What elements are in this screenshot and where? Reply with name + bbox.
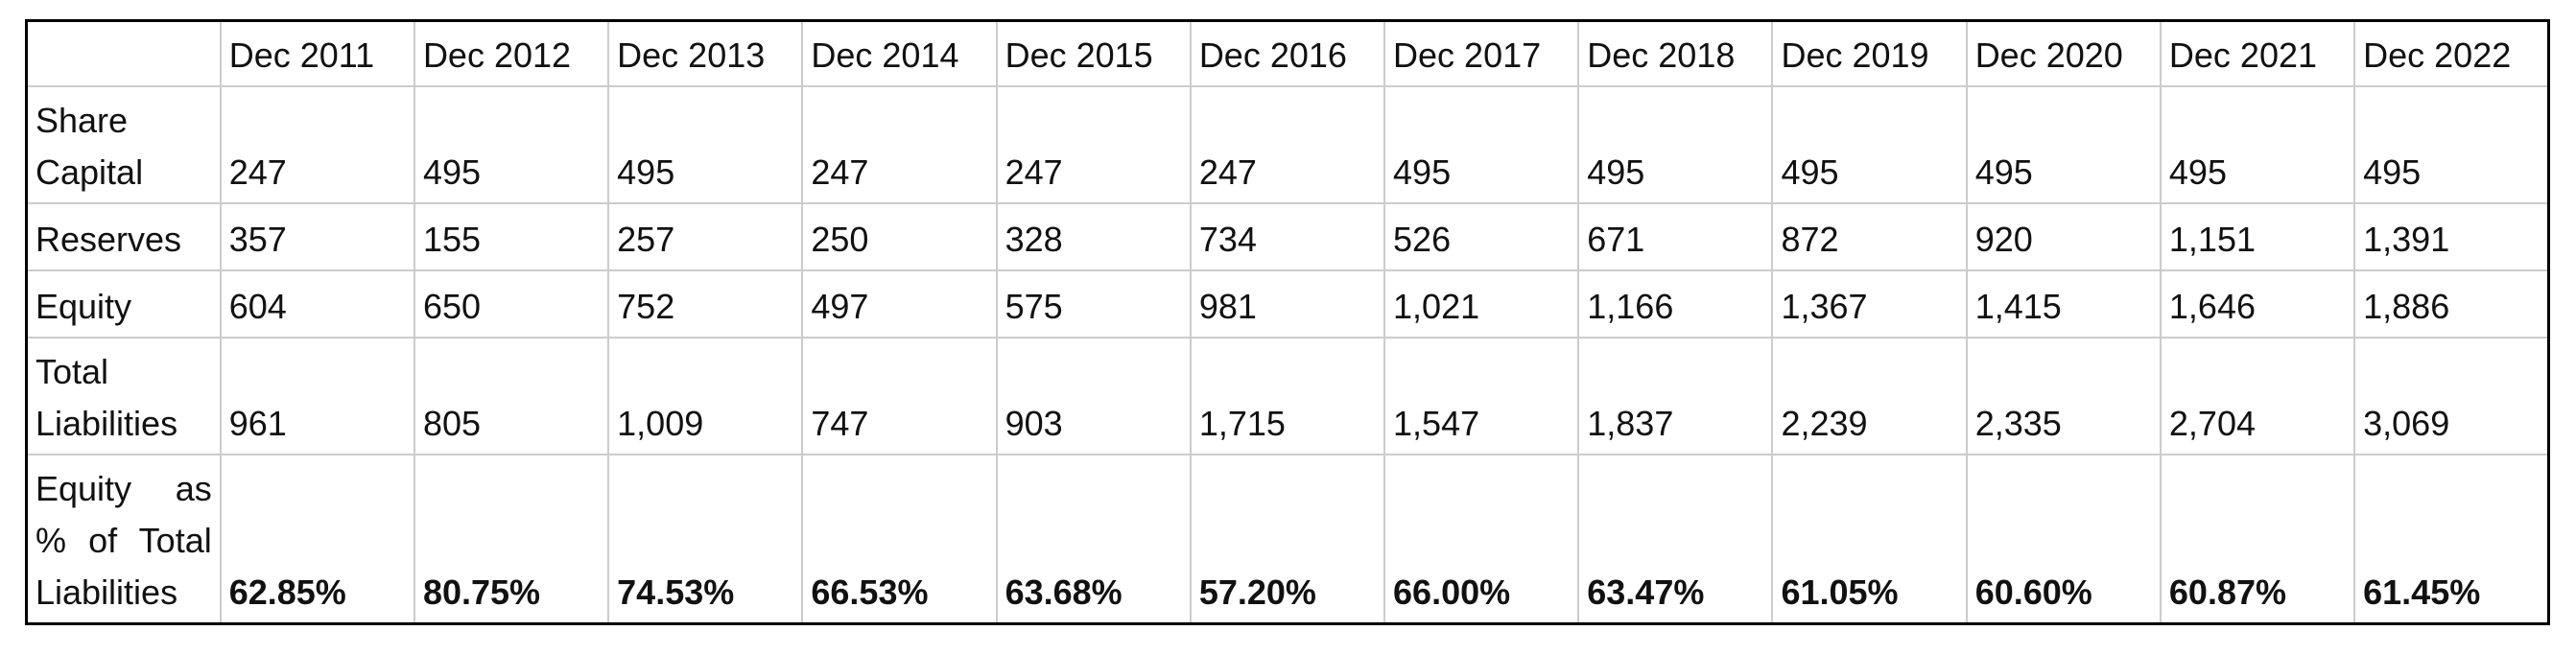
cell: 247 [219, 85, 415, 204]
header-row: Dec 2011 Dec 2012 Dec 2013 Dec 2014 Dec 2015… [25, 19, 2550, 87]
cell: 61.45% [2353, 454, 2550, 625]
cell: 60.87% [2159, 454, 2356, 625]
cell: 80.75% [413, 454, 610, 625]
cell: 60.60% [1965, 454, 2162, 625]
row-label: Equity as % of Total Liabilities [25, 454, 222, 625]
row-label: Reserves [25, 202, 222, 271]
column-header: Dec 2011 [219, 19, 415, 87]
cell: 497 [801, 269, 998, 339]
cell: 63.68% [995, 454, 1192, 625]
cell: 1,837 [1577, 337, 1774, 455]
cell: 1,166 [1577, 269, 1774, 339]
cell: 2,239 [1771, 337, 1968, 455]
column-header: Dec 2016 [1189, 19, 1386, 87]
cell: 1,715 [1189, 337, 1386, 455]
column-header: Dec 2020 [1965, 19, 2162, 87]
cell: 2,704 [2159, 337, 2356, 455]
equity-table: Dec 2011 Dec 2012 Dec 2013 Dec 2014 Dec 2015… [25, 19, 2550, 625]
table-body: Dec 2011 Dec 2012 Dec 2013 Dec 2014 Dec 2015… [25, 19, 2550, 625]
cell: 495 [607, 85, 804, 204]
cell: 3,069 [2353, 337, 2550, 455]
cell: 66.53% [801, 454, 998, 625]
cell: 734 [1189, 202, 1386, 271]
cell: 328 [995, 202, 1192, 271]
cell: 495 [413, 85, 610, 204]
cell: 747 [801, 337, 998, 455]
cell: 155 [413, 202, 610, 271]
cell: 903 [995, 337, 1192, 455]
cell: 495 [1577, 85, 1774, 204]
cell: 495 [2353, 85, 2550, 204]
cell: 63.47% [1577, 454, 1774, 625]
column-header: Dec 2018 [1577, 19, 1774, 87]
cell: 62.85% [219, 454, 415, 625]
cell: 1,367 [1771, 269, 1968, 339]
data-row: Reserves 357 155 257 250 328 734 526 671 872 920 1,… [25, 202, 2550, 271]
data-row: Total Liabilities 961 805 1,009 747 903 1,715 1… [25, 337, 2550, 455]
cell: 981 [1189, 269, 1386, 339]
cell: 752 [607, 269, 804, 339]
cell: 650 [413, 269, 610, 339]
row-label: Total Liabilities [25, 337, 222, 455]
cell: 961 [219, 337, 415, 455]
column-header: Dec 2012 [413, 19, 610, 87]
cell: 1,415 [1965, 269, 2162, 339]
data-row: Equity 604 650 752 497 575 981 1,021 1,166 1,367 1… [25, 269, 2550, 339]
cell: 1,646 [2159, 269, 2356, 339]
column-header: Dec 2014 [801, 19, 998, 87]
cell: 495 [2159, 85, 2356, 204]
cell: 247 [995, 85, 1192, 204]
cell: 1,151 [2159, 202, 2356, 271]
cell: 1,021 [1383, 269, 1580, 339]
cell: 671 [1577, 202, 1774, 271]
cell: 61.05% [1771, 454, 1968, 625]
data-row: Share Capital 247 495 495 247 247 247 495 495 495… [25, 85, 2550, 204]
cell: 247 [801, 85, 998, 204]
cell: 1,009 [607, 337, 804, 455]
cell: 2,335 [1965, 337, 2162, 455]
cell: 1,391 [2353, 202, 2550, 271]
cell: 257 [607, 202, 804, 271]
cell: 575 [995, 269, 1192, 339]
cell: 357 [219, 202, 415, 271]
cell: 495 [1771, 85, 1968, 204]
column-header: Dec 2017 [1383, 19, 1580, 87]
cell: 74.53% [607, 454, 804, 625]
row-label: Equity [25, 269, 222, 339]
corner-cell [25, 19, 222, 87]
cell: 495 [1383, 85, 1580, 204]
cell: 66.00% [1383, 454, 1580, 625]
cell: 495 [1965, 85, 2162, 204]
column-header: Dec 2013 [607, 19, 804, 87]
cell: 247 [1189, 85, 1386, 204]
cell: 1,547 [1383, 337, 1580, 455]
column-header: Dec 2022 [2353, 19, 2550, 87]
column-header: Dec 2015 [995, 19, 1192, 87]
cell: 250 [801, 202, 998, 271]
cell: 526 [1383, 202, 1580, 271]
cell: 872 [1771, 202, 1968, 271]
cell: 57.20% [1189, 454, 1386, 625]
cell: 805 [413, 337, 610, 455]
cell: 1,886 [2353, 269, 2550, 339]
cell: 920 [1965, 202, 2162, 271]
column-header: Dec 2019 [1771, 19, 1968, 87]
data-row: Equity as % of Total Liabilities 62.85% 80… [25, 454, 2550, 625]
cell: 604 [219, 269, 415, 339]
row-label: Share Capital [25, 85, 222, 204]
column-header: Dec 2021 [2159, 19, 2356, 87]
